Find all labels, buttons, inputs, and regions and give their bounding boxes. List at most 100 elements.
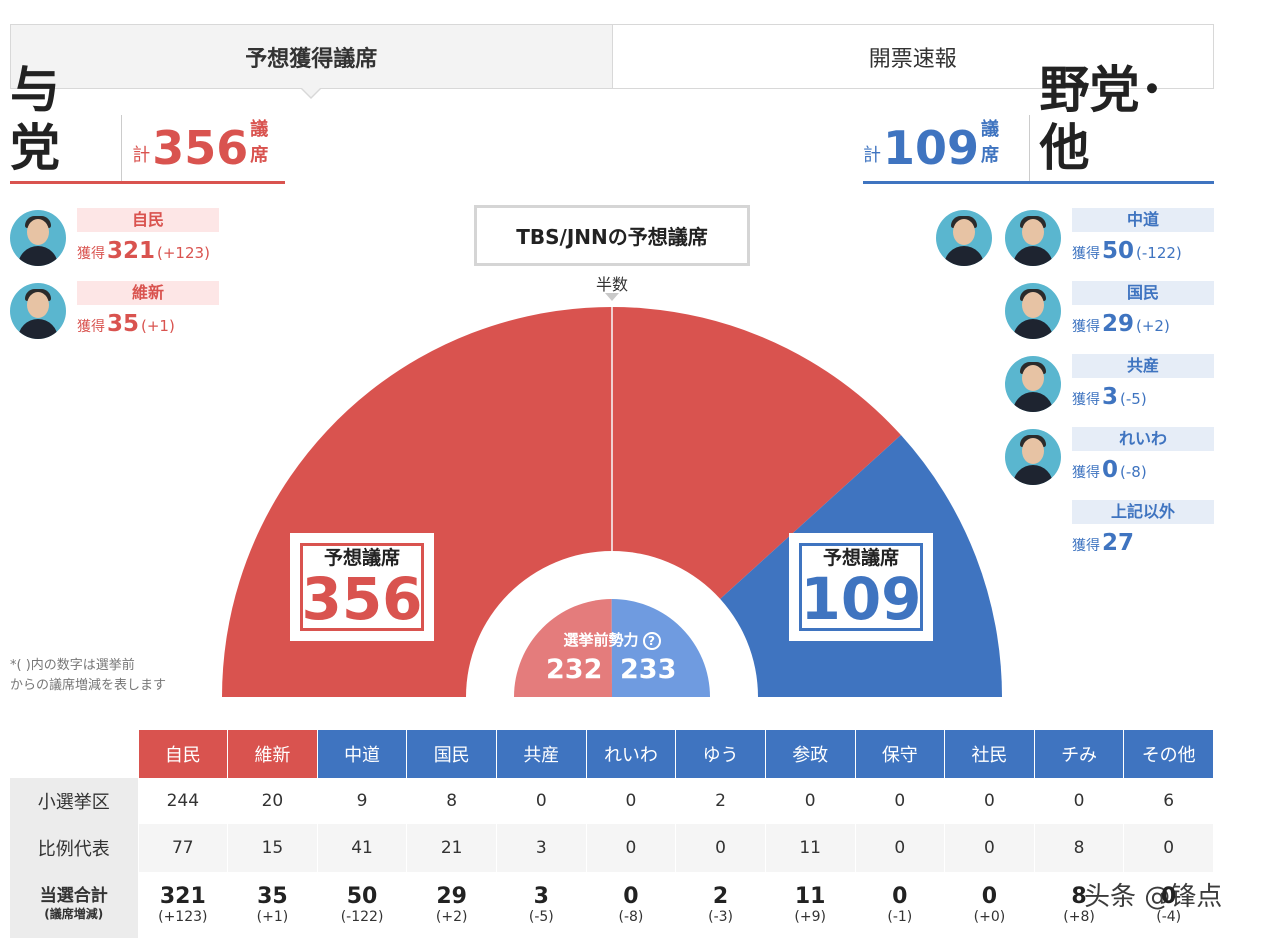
column-header: 保守 xyxy=(855,730,946,778)
party-seat-count: 獲得 29 (+2) xyxy=(1072,311,1170,337)
table-cell: 0 xyxy=(675,824,766,872)
party-name: 共産 xyxy=(1072,354,1214,378)
majority-label: 半数 xyxy=(595,275,628,294)
table-cell: 8 (+8) xyxy=(1034,872,1125,938)
inner-arc-ruling-pre-election xyxy=(514,599,612,697)
column-header: 参政 xyxy=(765,730,856,778)
kyosan-leader-avatar xyxy=(1005,356,1061,412)
column-header: 維新 xyxy=(227,730,318,778)
inner-arc-opposition-pre-election xyxy=(611,599,710,697)
table-cell: 9 xyxy=(317,778,408,824)
table-cell: 0 xyxy=(855,824,946,872)
column-header: 中道 xyxy=(317,730,408,778)
table-cell: 0 xyxy=(1034,778,1125,824)
party-item-ishin: 維新 獲得 35 (+1) xyxy=(10,281,230,343)
party-seat-count: 獲得 27 xyxy=(1072,530,1135,556)
table-cell: 11 xyxy=(765,824,856,872)
tab-projected-seats[interactable]: 予想獲得議席 xyxy=(11,25,613,88)
table-cell: 6 xyxy=(1123,778,1214,824)
party-name: 中道 xyxy=(1072,208,1214,232)
table-cell: 3 (-5) xyxy=(496,872,587,938)
ruling-total: 計 356 議席 xyxy=(121,115,285,181)
opposition-total: 計 109 議席 xyxy=(863,115,1030,181)
table-cell: 41 xyxy=(317,824,408,872)
table-corner xyxy=(10,730,139,778)
table-cell: 0 xyxy=(586,778,677,824)
table-row-proportional: 比例代表 77 15 41 21 3 0 0 11 0 0 8 0 xyxy=(10,824,1214,872)
table-cell: 8 xyxy=(1034,824,1125,872)
ruling-projected-label: 予想議席 xyxy=(323,547,400,569)
ldp-leader-avatar xyxy=(10,210,66,266)
table-cell: 3 xyxy=(496,824,587,872)
table-cell: 20 xyxy=(227,778,318,824)
column-header: その他 xyxy=(1123,730,1214,778)
opposition-total-header: 計 109 議席 野党･他 xyxy=(863,61,1214,184)
party-item-kokumin: 国民 獲得 29 (+2) xyxy=(1005,281,1214,343)
chart-title: TBS/JNNの予想議席 xyxy=(474,205,750,266)
chudo-leader-avatar-2 xyxy=(1005,210,1061,266)
party-seat-count: 獲得 50 (-122) xyxy=(1072,238,1182,264)
table-cell: 0 (-1) xyxy=(855,872,946,938)
table-cell: 8 xyxy=(406,778,497,824)
column-header: 共産 xyxy=(496,730,587,778)
column-header: 国民 xyxy=(406,730,497,778)
party-item-reiwa: れいわ 獲得 0 (-8) xyxy=(1005,427,1214,489)
party-seat-count: 獲得 0 (-8) xyxy=(1072,457,1147,483)
watermark: 头条 @锋点 xyxy=(1084,882,1223,912)
party-item-kyosan: 共産 獲得 3 (-5) xyxy=(1005,354,1214,416)
tab-live-results[interactable]: 開票速報 xyxy=(868,46,957,72)
chudo-leader-avatar-1 xyxy=(936,210,992,266)
column-header: 社民 xyxy=(944,730,1035,778)
help-icon[interactable]: ? xyxy=(642,632,661,650)
pre-election-opposition: 233 xyxy=(620,654,677,685)
ruling-projected-seats: 356 xyxy=(301,565,423,633)
table-cell: 0 xyxy=(855,778,946,824)
party-name: 維新 xyxy=(77,281,219,305)
table-cell: 77 xyxy=(138,824,229,872)
table-cell: 0 xyxy=(1123,824,1214,872)
opposition-total-prefix: 計 xyxy=(863,145,881,166)
column-header: れいわ xyxy=(586,730,677,778)
row-header: 比例代表 xyxy=(10,824,139,872)
row-header: 当選合計 (議席増減) xyxy=(10,872,139,938)
ishin-leader-avatar xyxy=(10,283,66,339)
column-header: ゆう xyxy=(675,730,766,778)
opposition-total-unit: 議席 xyxy=(981,119,1000,166)
results-table: 自民 維新 中道 国民 共産 れいわ ゆう 参政 保守 社民 チみ その他 小選… xyxy=(10,730,1214,938)
table-cell: 0 xyxy=(496,778,587,824)
column-header: チみ xyxy=(1034,730,1125,778)
opposition-projected-label: 予想議席 xyxy=(822,547,899,569)
party-name: れいわ xyxy=(1072,427,1214,451)
table-cell: 15 xyxy=(227,824,318,872)
party-seat-count: 獲得 3 (-5) xyxy=(1072,384,1147,410)
ruling-projected-box: 予想議席 356 xyxy=(290,533,434,641)
table-cell: 0 xyxy=(944,778,1035,824)
majority-arrow-icon xyxy=(605,293,619,301)
footnote: *( )内の数字は選挙前 からの議席増減を表します xyxy=(10,658,167,693)
table-cell: 11 (+9) xyxy=(765,872,856,938)
party-seat-count: 獲得 321 (+123) xyxy=(77,238,210,264)
table-cell: 29 (+2) xyxy=(406,872,497,938)
tab-bar: 予想獲得議席 開票速報 xyxy=(10,24,1214,89)
table-cell: 244 xyxy=(138,778,229,824)
party-seat-count: 獲得 35 (+1) xyxy=(77,311,175,337)
table-cell: 0 (+0) xyxy=(944,872,1035,938)
reiwa-leader-avatar xyxy=(1005,429,1061,485)
row-header: 小選挙区 xyxy=(10,778,139,824)
table-cell: 35 (+1) xyxy=(227,872,318,938)
opposition-projected-box: 予想議席 109 xyxy=(789,533,933,641)
table-cell: 50 (-122) xyxy=(317,872,408,938)
pre-election-label: 選挙前勢力? xyxy=(540,629,684,650)
table-cell: 321 (+123) xyxy=(138,872,229,938)
pre-election-ruling: 232 xyxy=(546,654,603,685)
table-cell: 21 xyxy=(406,824,497,872)
opposition-total-seats: 109 xyxy=(883,121,980,175)
ruling-total-header: 与党 計 356 議席 xyxy=(10,61,285,184)
table-row-single-seat: 小選挙区 244 20 9 8 0 0 2 0 0 0 0 6 xyxy=(10,778,1214,824)
party-name: 自民 xyxy=(77,208,219,232)
party-item-others: 上記以外 獲得 27 xyxy=(1005,500,1214,562)
ruling-total-unit: 議席 xyxy=(250,119,269,166)
column-header: 自民 xyxy=(138,730,229,778)
opposition-name: 野党･他 xyxy=(1039,61,1165,177)
table-cell: 0 (-4) xyxy=(1123,872,1214,938)
